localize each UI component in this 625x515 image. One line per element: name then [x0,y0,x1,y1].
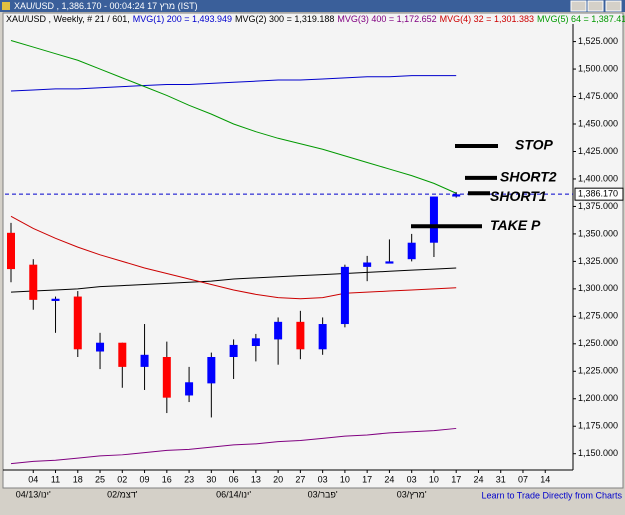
candle-body [251,338,260,347]
y-tick-label: 1,425.000 [578,146,618,156]
candle-body [363,262,372,267]
y-tick-label: 1,525.000 [578,36,618,46]
candle-body [185,382,194,396]
legend-entry: MVG(1) 200 = 1,493.949 [133,14,232,24]
footer-link[interactable]: Learn to Trade Directly from Charts [481,490,622,500]
candle-body [296,321,305,350]
candle-body [140,354,149,367]
x-tick-label: 16 [162,474,172,484]
candle-body [73,296,82,350]
title-bar [0,0,625,12]
window-title: XAU/USD , 1,386.170 - 00:04:24 17 מרץ (I… [14,1,198,11]
x-tick-label: 13 [251,474,261,484]
moving-average-line [10,75,457,92]
y-tick-label: 1,375.000 [578,201,618,211]
x-tick-label: 07 [518,474,528,484]
candle-body [96,342,105,352]
candle-body [229,344,238,357]
chart-header: XAU/USD , Weekly, # 21 / 601, MVG(1) 200 … [6,14,625,24]
month-label: 03/פבר' [308,489,338,499]
legend-entry: MVG(2) 300 = 1,319.188 [235,14,334,24]
y-tick-label: 1,475.000 [578,91,618,101]
x-tick-label: 27 [295,474,305,484]
legend-entry: MVG(4) 32 = 1,301.383 [440,14,534,24]
x-tick-label: 04 [28,474,38,484]
month-label: 06/14/ינו' [216,489,251,499]
candle-body [452,194,461,197]
moving-average-line [10,427,457,465]
month-label: 04/13/ינו' [16,489,51,499]
legend-entry: MVG(3) 400 = 1,172.652 [337,14,436,24]
x-tick-label: 03 [318,474,328,484]
x-tick-label: 20 [273,474,283,484]
level-label: SHORT2 [500,169,557,185]
level-label: TAKE P [490,217,541,233]
y-tick-label: 1,150.000 [578,448,618,458]
y-tick-label: 1,325.000 [578,256,618,266]
candle-body [207,357,216,384]
candle-body [385,261,394,264]
x-tick-label: 03 [407,474,417,484]
y-tick-label: 1,250.000 [578,338,618,348]
candle-body [340,266,349,325]
candle-body [7,232,15,270]
candle-body [118,342,127,367]
x-tick-label: 31 [496,474,506,484]
y-tick-label: 1,200.000 [578,393,618,403]
candle-body [29,264,38,300]
month-label: 02/דצמ' [107,489,138,499]
y-tick-label: 1,275.000 [578,311,618,321]
x-tick-label: 17 [451,474,461,484]
x-tick-label: 09 [140,474,150,484]
chart-area [2,12,624,489]
legend-entry: MVG(5) 64 = 1,387.414 [537,14,625,24]
minimize-button[interactable] [570,0,587,12]
last-price-box [574,187,624,201]
x-tick-label: 24 [384,474,394,484]
y-tick-label: 1,450.000 [578,118,618,128]
close-button[interactable] [605,0,622,12]
candle-body [407,242,416,260]
last-price-label: 1,386.170 [578,189,618,199]
y-tick-label: 1,400.000 [578,173,618,183]
x-tick-label: 06 [229,474,239,484]
candle-body [51,298,60,301]
level-label: STOP [515,137,554,153]
x-tick-label: 02 [117,474,127,484]
x-tick-label: 30 [206,474,216,484]
chart-title: XAU/USD , Weekly, # 21 / 601, [6,14,130,24]
candle-body [429,196,438,243]
maximize-button[interactable] [587,0,604,12]
x-tick-label: 24 [473,474,483,484]
candle-body [274,321,283,340]
x-tick-label: 23 [184,474,194,484]
x-tick-label: 11 [51,474,60,484]
candle-body [318,324,327,350]
level-label: SHORT1 [490,188,547,204]
x-tick-label: 17 [362,474,372,484]
y-tick-label: 1,175.000 [578,421,618,431]
moving-average-line [10,40,457,194]
x-tick-label: 25 [95,474,105,484]
x-tick-label: 18 [73,474,83,484]
x-tick-label: 14 [540,474,550,484]
moving-average-line [10,267,457,293]
y-tick-label: 1,300.000 [578,283,618,293]
y-tick-label: 1,350.000 [578,228,618,238]
moving-average-line [10,215,457,300]
x-tick-label: 10 [429,474,439,484]
x-tick-label: 10 [340,474,350,484]
window-icon [2,2,10,10]
candle-body [162,357,171,398]
y-tick-label: 1,500.000 [578,63,618,73]
month-label: 03/מרץ' [397,489,427,499]
y-tick-label: 1,225.000 [578,366,618,376]
